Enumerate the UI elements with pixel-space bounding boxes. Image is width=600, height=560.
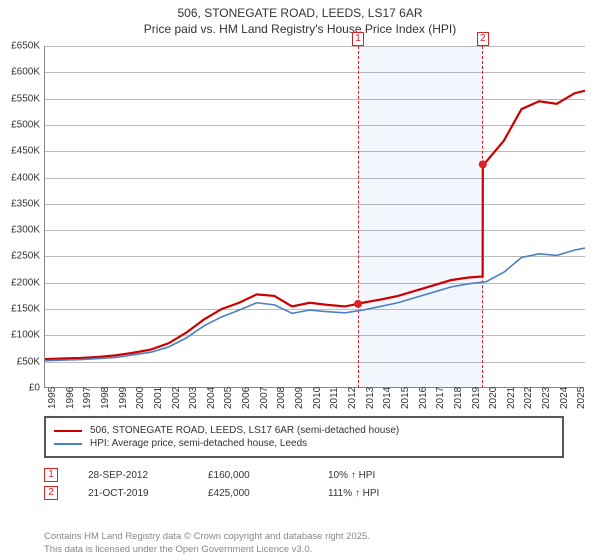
legend-row: HPI: Average price, semi-detached house,…: [54, 438, 554, 449]
y-axis-label: £400K: [0, 172, 40, 183]
y-axis-label: £200K: [0, 277, 40, 288]
x-axis-label: 2000: [135, 387, 146, 409]
sales-row-num: 2: [44, 486, 58, 500]
x-axis-label: 2019: [471, 387, 482, 409]
x-axis-label: 2006: [241, 387, 252, 409]
x-axis-label: 2003: [188, 387, 199, 409]
chart-svg: [45, 46, 585, 388]
footer-line1: Contains HM Land Registry data © Crown c…: [44, 531, 370, 543]
sale-point: [354, 300, 362, 308]
footer-line2: This data is licensed under the Open Gov…: [44, 544, 370, 556]
sales-row: 1 28-SEP-2012 £160,000 10% ↑ HPI: [44, 468, 418, 482]
sales-row-price: £425,000: [208, 488, 298, 499]
y-axis-label: £550K: [0, 93, 40, 104]
x-axis-label: 2024: [559, 387, 570, 409]
sales-table: 1 28-SEP-2012 £160,000 10% ↑ HPI 2 21-OCT-201…: [44, 464, 418, 504]
x-axis-label: 2010: [312, 387, 323, 409]
y-axis-label: £300K: [0, 225, 40, 236]
legend-swatch: [54, 443, 82, 445]
y-axis-label: £250K: [0, 251, 40, 262]
x-axis-label: 2014: [382, 387, 393, 409]
x-axis-label: 2015: [400, 387, 411, 409]
sale-marker-label: 1: [352, 32, 364, 46]
legend-label: 506, STONEGATE ROAD, LEEDS, LS17 6AR (se…: [90, 425, 399, 436]
x-axis-label: 2011: [329, 387, 340, 409]
y-axis-label: £450K: [0, 146, 40, 157]
footer-attribution: Contains HM Land Registry data © Crown c…: [44, 531, 370, 556]
sales-row-date: 28-SEP-2012: [88, 470, 178, 481]
x-axis-label: 2001: [153, 387, 164, 409]
x-axis-label: 2025: [576, 387, 587, 409]
x-axis-label: 2007: [259, 387, 270, 409]
y-axis-label: £100K: [0, 330, 40, 341]
sales-row-date: 21-OCT-2019: [88, 488, 178, 499]
y-axis-label: £650K: [0, 41, 40, 52]
x-axis-label: 2004: [206, 387, 217, 409]
y-axis-label: £500K: [0, 119, 40, 130]
x-axis-label: 1996: [65, 387, 76, 409]
plot-region: 12: [44, 46, 584, 388]
x-axis-label: 2016: [418, 387, 429, 409]
sale-marker-label: 2: [477, 32, 489, 46]
series-price_paid: [45, 91, 585, 359]
sales-row-change: 111% ↑ HPI: [328, 488, 418, 499]
x-axis-label: 1997: [82, 387, 93, 409]
legend-row: 506, STONEGATE ROAD, LEEDS, LS17 6AR (se…: [54, 425, 554, 436]
x-axis-label: 2020: [488, 387, 499, 409]
title-address: 506, STONEGATE ROAD, LEEDS, LS17 6AR: [0, 6, 600, 22]
sales-row: 2 21-OCT-2019 £425,000 111% ↑ HPI: [44, 486, 418, 500]
sales-row-price: £160,000: [208, 470, 298, 481]
sales-row-num: 1: [44, 468, 58, 482]
title-subtitle: Price paid vs. HM Land Registry's House …: [0, 22, 600, 38]
y-axis-label: £350K: [0, 198, 40, 209]
y-axis-label: £0: [0, 383, 40, 394]
x-axis-label: 1998: [100, 387, 111, 409]
sale-point: [479, 160, 487, 168]
chart-title: 506, STONEGATE ROAD, LEEDS, LS17 6AR Pri…: [0, 0, 600, 37]
y-axis-label: £50K: [0, 356, 40, 367]
x-axis-label: 2023: [541, 387, 552, 409]
x-axis-label: 1999: [118, 387, 129, 409]
sales-row-change: 10% ↑ HPI: [328, 470, 418, 481]
x-axis-label: 2009: [294, 387, 305, 409]
y-axis-label: £600K: [0, 67, 40, 78]
legend-label: HPI: Average price, semi-detached house,…: [90, 438, 307, 449]
x-axis-label: 2002: [171, 387, 182, 409]
x-axis-label: 2021: [506, 387, 517, 409]
y-axis-label: £150K: [0, 304, 40, 315]
chart-area: £0£50K£100K£150K£200K£250K£300K£350K£400…: [44, 46, 584, 388]
legend: 506, STONEGATE ROAD, LEEDS, LS17 6AR (se…: [44, 416, 564, 458]
x-axis-label: 2013: [365, 387, 376, 409]
x-axis-label: 2017: [435, 387, 446, 409]
x-axis-label: 2022: [523, 387, 534, 409]
legend-swatch: [54, 430, 82, 432]
x-axis-label: 2008: [276, 387, 287, 409]
x-axis-label: 2012: [347, 387, 358, 409]
x-axis-label: 1995: [47, 387, 58, 409]
x-axis-label: 2018: [453, 387, 464, 409]
x-axis-label: 2005: [223, 387, 234, 409]
